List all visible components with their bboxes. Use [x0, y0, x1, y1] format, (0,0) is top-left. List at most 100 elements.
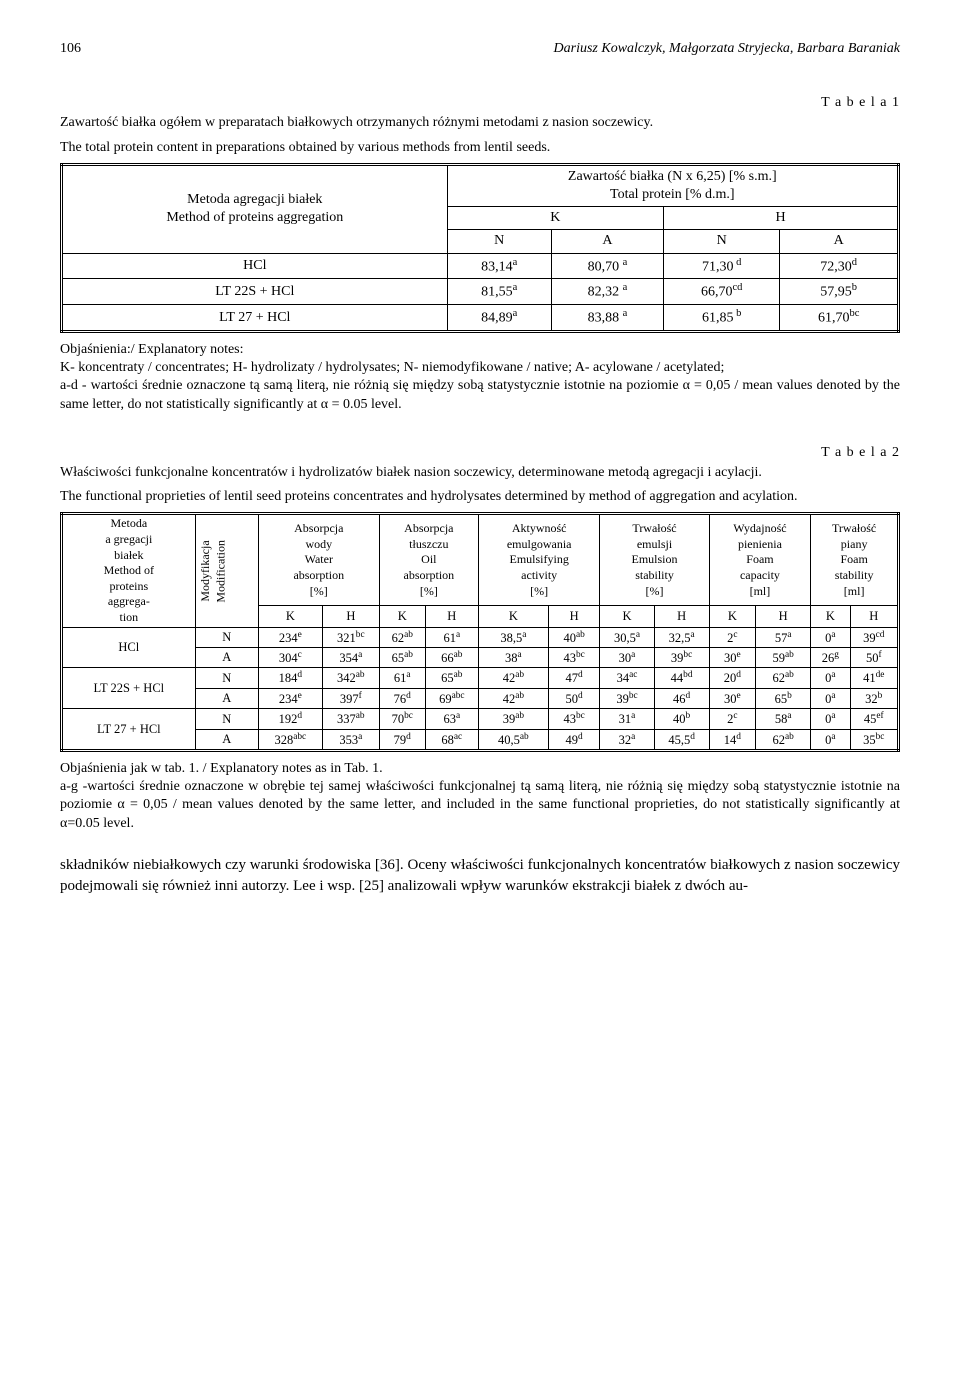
- t2-p2-5: [%]: [420, 584, 438, 598]
- t2-mod: N: [195, 627, 258, 647]
- t2-group: LT 22S + HCl: [62, 668, 196, 709]
- t2-cell: 38a: [478, 647, 548, 667]
- t2-p6-3: Foam: [840, 552, 867, 566]
- t2-mod-head: Modyfikacja Modification: [195, 514, 258, 627]
- t1-notes-line2a: a-d - wartości średnie oznaczone tą samą…: [60, 378, 683, 393]
- t2-p6-4: stability: [835, 568, 874, 582]
- t1-col-k: K: [447, 207, 663, 230]
- t2-group: HCl: [62, 627, 196, 668]
- page-header: 106 Dariusz Kowalczyk, Małgorzata Stryje…: [60, 40, 900, 58]
- t1-cell: 71,30 d: [664, 253, 780, 279]
- t2-cell: 30,5a: [600, 627, 654, 647]
- t2-col-h: H: [850, 605, 899, 627]
- t2-mod-l2: Modification: [213, 540, 227, 603]
- alpha-symbol: α: [117, 797, 124, 812]
- t2-p6-5: [ml]: [844, 584, 865, 598]
- t2-col-k: K: [379, 605, 425, 627]
- table-row: HClN234e321bc62ab61a38,5a40ab30,5a32,5a2…: [62, 627, 899, 647]
- table1-notes: Objaśnienia:/ Explanatory notes: K- konc…: [60, 341, 900, 414]
- t2-cell: 234e: [258, 627, 322, 647]
- t1-notes-line2c: = 0.05 level.: [328, 397, 402, 412]
- t1-method-en: Method of proteins aggregation: [166, 210, 343, 225]
- t2-col-k: K: [811, 605, 850, 627]
- t2-m-l6: aggrega-: [108, 594, 150, 608]
- t2-cell: 0a: [811, 709, 850, 729]
- t2-cell: 63a: [425, 709, 478, 729]
- t2-cell: 59ab: [756, 647, 811, 667]
- table1-caption-en: The total protein content in preparation…: [60, 139, 900, 157]
- t2-p2-4: absorption: [404, 568, 455, 582]
- table-row: LT 27 + HCl84,89a83,88 a61,85 b61,70bc: [62, 305, 899, 332]
- t2-group: LT 27 + HCl: [62, 709, 196, 751]
- t1-cell: 83,88 a: [551, 305, 663, 332]
- t2-cell: 397f: [322, 688, 379, 708]
- t2-cell: 342ab: [322, 668, 379, 688]
- t1-cell: 72,30d: [780, 253, 899, 279]
- t2-col-k: K: [258, 605, 322, 627]
- table1: Metoda agregacji białek Method of protei…: [60, 163, 900, 333]
- t2-m-l1: Metoda: [111, 516, 148, 530]
- t1-cell: 61,85 b: [664, 305, 780, 332]
- t2-p5-4: capacity: [740, 568, 780, 582]
- t2-p2-3: Oil: [421, 552, 436, 566]
- t2-mod: N: [195, 668, 258, 688]
- t2-mod: A: [195, 729, 258, 750]
- t2-cell: 76d: [379, 688, 425, 708]
- table-row: LT 22S + HCl81,55a82,32 a66,70cd57,95b: [62, 279, 899, 305]
- table2-caption-en: The functional proprieties of lentil see…: [60, 488, 900, 506]
- t2-cell: 62ab: [756, 668, 811, 688]
- t1-content-en: Total protein [% d.m.]: [610, 187, 735, 202]
- body-paragraph: składników niebiałkowych czy warunki śro…: [60, 855, 900, 899]
- t2-notes-line2c: =0.05 level.: [67, 816, 134, 831]
- t2-cell: 0a: [811, 729, 850, 750]
- t2-cell: 69abc: [425, 688, 478, 708]
- t2-cell: 34ac: [600, 668, 654, 688]
- table2: Metoda a gregacji białek Method of prote…: [60, 512, 900, 752]
- t1-row-name: HCl: [62, 253, 448, 279]
- t2-p3-1: Aktywność: [512, 521, 567, 535]
- t2-p5: Wydajność pienienia Foam capacity [ml]: [709, 514, 811, 606]
- t2-col-k: K: [478, 605, 548, 627]
- t1-cell: 57,95b: [780, 279, 899, 305]
- t2-cell: 70bc: [379, 709, 425, 729]
- t2-m-l4: Method of: [104, 563, 154, 577]
- t1-content-head: Zawartość białka (N x 6,25) [% s.m.] Tot…: [447, 164, 898, 206]
- table2-notes: Objaśnienia jak w tab. 1. / Explanatory …: [60, 760, 900, 833]
- t2-cell: 234e: [258, 688, 322, 708]
- t2-p1-3: Water: [305, 552, 333, 566]
- t2-cell: 0a: [811, 668, 850, 688]
- t2-cell: 58a: [756, 709, 811, 729]
- table2-caption-pl: Właściwości funkcjonalne koncentratów i …: [60, 464, 900, 482]
- t2-cell: 192d: [258, 709, 322, 729]
- t2-p3-3: Emulsifying: [510, 552, 569, 566]
- t2-col-k: K: [709, 605, 755, 627]
- t2-cell: 337ab: [322, 709, 379, 729]
- t2-cell: 41de: [850, 668, 899, 688]
- t2-cell: 57a: [756, 627, 811, 647]
- t2-cell: 304c: [258, 647, 322, 667]
- t2-cell: 321bc: [322, 627, 379, 647]
- t1-notes-head: Objaśnienia:/ Explanatory notes:: [60, 342, 244, 357]
- t2-cell: 43bc: [548, 647, 600, 667]
- t2-cell: 32,5a: [654, 627, 709, 647]
- t2-cell: 14d: [709, 729, 755, 750]
- t2-col-h: H: [548, 605, 600, 627]
- alpha-symbol: α: [683, 378, 690, 393]
- t1-col-kn: N: [447, 230, 551, 253]
- t2-p3-5: [%]: [530, 584, 548, 598]
- t2-mod-l1: Modyfikacja: [198, 540, 212, 601]
- t2-p4-5: [%]: [646, 584, 664, 598]
- t2-cell: 39bc: [654, 647, 709, 667]
- t1-cell: 66,70cd: [664, 279, 780, 305]
- t1-cell: 81,55a: [447, 279, 551, 305]
- t2-p5-3: Foam: [746, 552, 773, 566]
- t2-p4-2: emulsji: [637, 537, 672, 551]
- t1-cell: 83,14a: [447, 253, 551, 279]
- t1-cell: 80,70 a: [551, 253, 663, 279]
- t2-cell: 62ab: [756, 729, 811, 750]
- t2-p1-1: Absorpcja: [294, 521, 343, 535]
- t2-p2: Absorpcja tłuszczu Oil absorption [%]: [379, 514, 478, 606]
- t1-notes-line1: K- koncentraty / concentrates; H- hydrol…: [60, 360, 724, 375]
- t2-cell: 0a: [811, 627, 850, 647]
- t2-cell: 65ab: [425, 668, 478, 688]
